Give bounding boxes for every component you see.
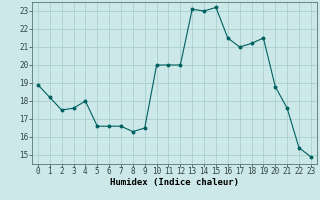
X-axis label: Humidex (Indice chaleur): Humidex (Indice chaleur) [110, 178, 239, 187]
